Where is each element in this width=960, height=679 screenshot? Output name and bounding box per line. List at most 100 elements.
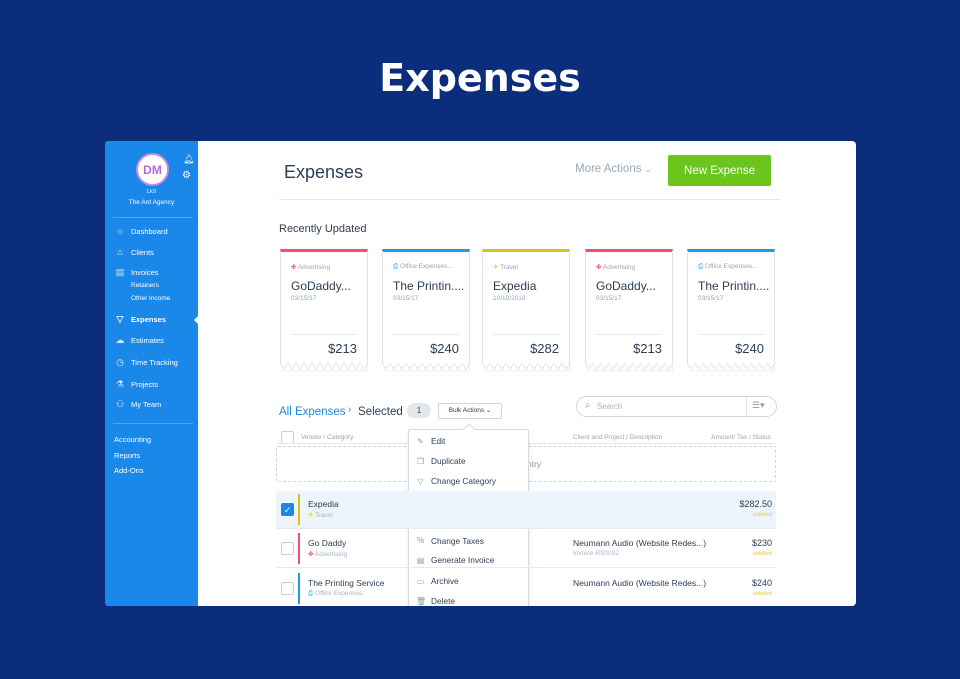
row-category: ✈ Travel (308, 512, 333, 519)
menu-item-label: Edit (431, 436, 446, 446)
row-checkbox[interactable] (281, 542, 294, 555)
card-date: 03/15/17 (291, 295, 317, 302)
sidebar-item-label: Clients (131, 247, 154, 257)
chevron-down-icon: ⌄ (644, 165, 652, 174)
sidebar-item-estimates[interactable]: ☁ Estimates (115, 335, 164, 345)
card-category: ✤ Advertising (596, 264, 636, 271)
row-checkbox[interactable]: ✓ (281, 503, 294, 516)
bell-icon[interactable]: 🔔︎ (183, 154, 195, 164)
receipt-edge (382, 363, 470, 371)
bulk-actions-button[interactable]: Bulk Actions ⌄ (438, 403, 502, 419)
link-add-ons[interactable]: Add-Ons (114, 466, 144, 475)
sidebar-item-expenses[interactable]: ▽ Expenses (115, 314, 167, 324)
sidebar-item-label: Dashboard (131, 226, 168, 236)
divider (596, 334, 662, 335)
sidebar-item-my-team[interactable]: ⚇ My Team (115, 399, 161, 409)
column-header-amount[interactable]: Amount/ Tax / Status (711, 434, 771, 441)
person-desk-icon: ⌂ (117, 247, 123, 257)
menu-item-change-taxes[interactable]: ％ Change Taxes (416, 535, 484, 546)
active-indicator (194, 316, 198, 324)
table-row[interactable]: The Printing Service ⎙ Office Expenses N… (276, 570, 776, 606)
card-vendor: The Printin.... (698, 279, 770, 293)
new-expense-button[interactable]: New Expense (668, 155, 771, 186)
sidebar-item-retainers[interactable]: Retainers (131, 282, 159, 289)
plane-icon: ✈ (493, 264, 499, 271)
menu-item-generate-invoice[interactable]: ▤ Generate Invoice (416, 555, 494, 565)
expense-card[interactable]: ✤ Advertising GoDaddy... 03/15/17 $213 (280, 249, 368, 371)
category-color-bar (298, 573, 300, 604)
team-icon: ⚇ (115, 399, 125, 409)
printer-icon: ⎙ (698, 263, 704, 270)
link-accounting[interactable]: Accounting (114, 435, 152, 444)
app-window: DM 🔔︎ ⚙ Dot The Ant Agency ☼ Dashboard ⌂ C… (105, 141, 856, 606)
card-vendor: Expedia (493, 279, 537, 293)
sidebar-item-clients[interactable]: ⌂ Clients (115, 247, 154, 257)
hero-title: Expenses (379, 56, 581, 100)
menu-item-label: Archive (431, 576, 459, 586)
category-color-bar (298, 533, 300, 564)
more-actions-label: More Actions (575, 163, 642, 175)
sidebar-item-time-tracking[interactable]: ◷ Time Tracking (115, 357, 178, 367)
row-vendor: Go Daddy (308, 538, 347, 548)
company-name: The Ant Agency (128, 199, 175, 206)
invoice-icon: ▤ (416, 555, 425, 565)
link-reports[interactable]: Reports (114, 451, 141, 460)
user-name: Dot (146, 189, 157, 195)
menu-item-delete[interactable]: 🗑︎ Delete (416, 596, 455, 606)
menu-item-duplicate[interactable]: ❐ Duplicate (416, 456, 466, 466)
sidebar-item-label: Projects (131, 379, 159, 389)
divider (698, 334, 764, 335)
receipt-edge (585, 363, 673, 371)
page-title: Expenses (284, 162, 364, 182)
menu-item-edit[interactable]: ✎ Edit (416, 436, 445, 446)
stopwatch-icon: ◷ (116, 357, 124, 367)
table-row[interactable]: ✓ Expedia ✈ Travel $282.50 unbilled (276, 491, 776, 529)
column-header-client[interactable]: Client and Project / Description (573, 434, 663, 441)
column-header-vendor[interactable]: Vendor / Category (301, 434, 354, 441)
category-color-bar (298, 494, 300, 525)
card-date: 03/15/17 (698, 295, 724, 302)
divider (746, 397, 747, 416)
divider (279, 199, 781, 200)
breadcrumb-all-expenses[interactable]: All Expenses (279, 406, 346, 418)
menu-item-label: Generate Invoice (431, 555, 495, 565)
card-category: ⎙ Office Expenses... (393, 263, 453, 270)
gear-icon[interactable]: ⚙ (182, 170, 191, 181)
receipt-edge (280, 363, 368, 371)
sidebar-item-projects[interactable]: ⚗ Projects (115, 379, 158, 389)
selected-count-badge: 1 (407, 403, 431, 418)
row-checkbox[interactable] (281, 582, 294, 595)
card-amount: $213 (328, 341, 357, 356)
menu-item-label: Delete (431, 596, 455, 606)
menu-item-change-category[interactable]: ▽ Change Category (416, 476, 496, 486)
sidebar-item-label: Invoices (131, 267, 159, 277)
sidebar-item-label: My Team (131, 399, 162, 409)
search-box[interactable]: ⌕ Search ☰▾ (576, 396, 777, 417)
expense-card[interactable]: ⎙ Office Expenses... The Printin.... 03/… (687, 249, 775, 371)
table-row[interactable]: Go Daddy ✤ Advertising Neumann Audio (We… (276, 530, 776, 568)
row-vendor: Expedia (308, 499, 339, 509)
expense-card[interactable]: ✤ Advertising GoDaddy... 03/15/17 $213 (585, 249, 673, 371)
avatar[interactable]: DM (136, 153, 169, 186)
sidebar-item-dashboard[interactable]: ☼ Dashboard (115, 226, 168, 236)
expense-card[interactable]: ✈ Travel Expedia 10/10/2018 $282 (482, 249, 570, 371)
divider (113, 423, 193, 424)
sidebar-item-label: Time Tracking (131, 357, 178, 367)
expense-card[interactable]: ⎙ Office Expenses... The Printin.... 03/… (382, 249, 470, 371)
duplicate-icon: ❐ (416, 456, 425, 466)
menu-item-archive[interactable]: ▭ Archive (416, 576, 459, 586)
sidebar-item-other-income[interactable]: Other Income (131, 295, 171, 302)
new-entry-label: ntry (527, 459, 542, 469)
card-category: ⎙ Office Expenses... (698, 263, 758, 270)
card-amount: $240 (430, 341, 459, 356)
megaphone-icon: ✤ (291, 264, 297, 271)
breadcrumb-selected: Selected (358, 406, 403, 418)
more-actions-button[interactable]: More Actions ⌄ (575, 163, 651, 175)
sidebar-item-invoices[interactable]: ▤ Invoices (115, 267, 159, 277)
search-input[interactable]: Search (597, 402, 623, 411)
divider (493, 334, 559, 335)
trash-icon: 🗑︎ (416, 596, 427, 606)
filter-sliders-icon[interactable]: ☰▾ (752, 400, 765, 410)
card-amount: $213 (633, 341, 662, 356)
invoice-icon: ▤ (115, 267, 125, 277)
